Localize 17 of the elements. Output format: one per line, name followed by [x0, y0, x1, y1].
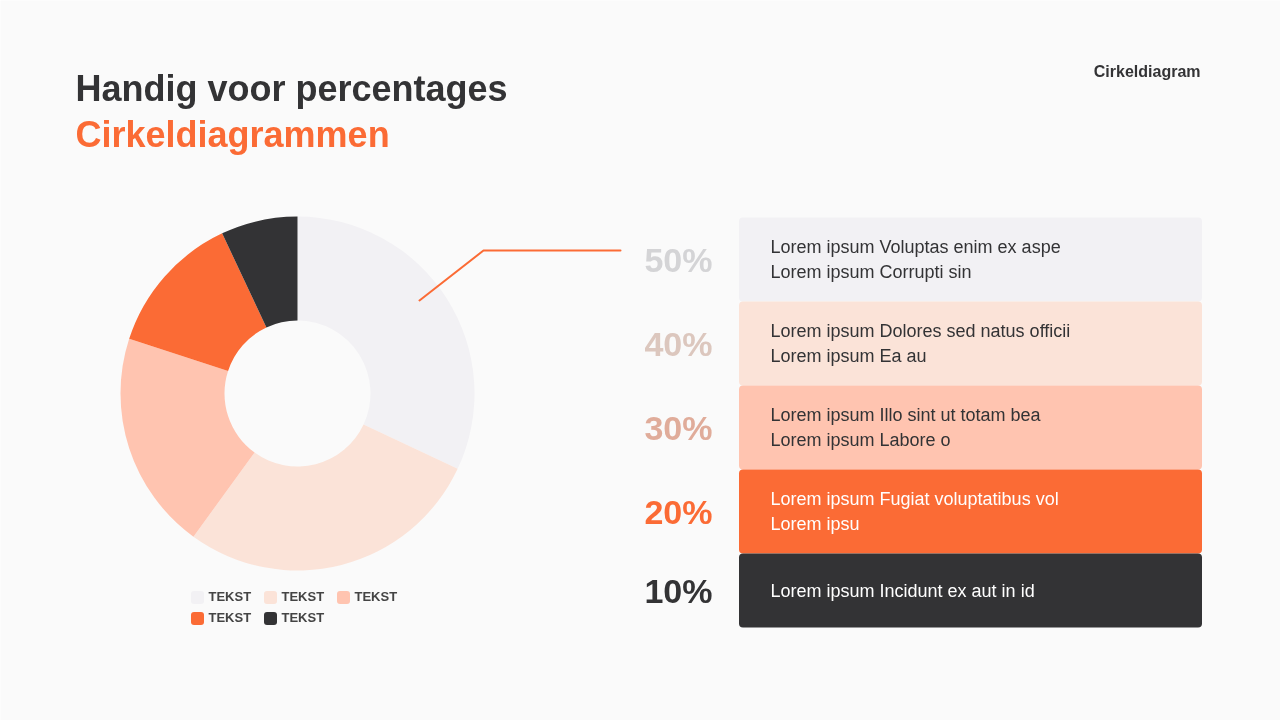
text: Lorem ipsum Illo sint ut totam bea Lorem ipsum Labore o — [770, 405, 1042, 450]
legend-label: TEKST — [208, 589, 252, 604]
text: 30% — [644, 408, 713, 447]
legend-label: TEKST — [354, 589, 398, 604]
text: Lorem ipsum Fugiat voluptatibus vol Lorem ipsu — [770, 489, 1059, 534]
legend-label: TEKST — [281, 610, 325, 625]
legend-label: TEKST — [208, 610, 252, 625]
chart-title: Handig voor percentages — [75, 68, 508, 109]
legend-label: TEKST — [281, 589, 325, 604]
text: 20% — [644, 492, 713, 531]
text: 40% — [644, 324, 713, 363]
text: Lorem ipsum Voluptas enim ex aspe Lorem ipsum Corrupti sin — [770, 237, 1061, 282]
text: Cirkeldiagram — [1093, 63, 1201, 80]
chart-subtitle: Cirkeldiagrammen — [75, 114, 390, 155]
text: Lorem ipsum Incidunt ex aut in id — [770, 580, 1035, 601]
text: Lorem ipsum Dolores sed natus officii Lorem ipsum Ea au — [770, 321, 1071, 366]
text: 10% — [644, 571, 713, 610]
